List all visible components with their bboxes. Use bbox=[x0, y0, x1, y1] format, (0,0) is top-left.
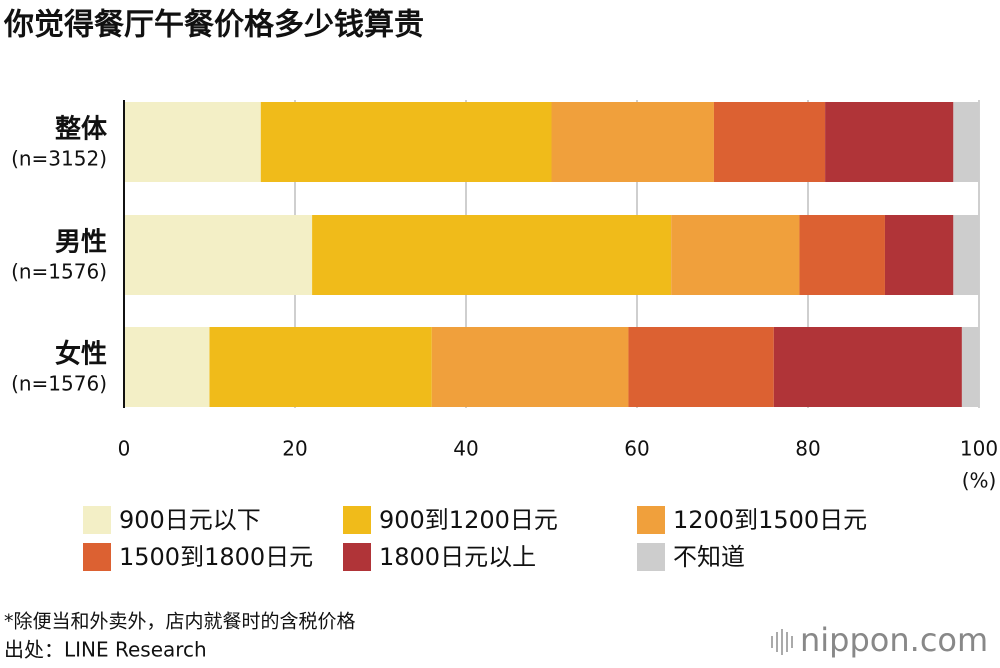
chart-title: 你觉得餐厅午餐价格多少钱算贵 bbox=[3, 8, 424, 43]
bar-segment bbox=[312, 215, 672, 295]
bar-segment bbox=[713, 102, 826, 182]
x-tick-label: 100 bbox=[960, 437, 998, 461]
legend-label: 1200到1500日元 bbox=[673, 506, 867, 534]
legend-swatch bbox=[83, 506, 111, 534]
bar-segment bbox=[884, 215, 954, 295]
bar-segment bbox=[961, 327, 979, 407]
category-label: 整体 bbox=[55, 114, 108, 145]
legend-swatch bbox=[343, 506, 371, 534]
category-note: (n=1576) bbox=[11, 260, 107, 284]
bars bbox=[124, 102, 979, 407]
legend-swatch bbox=[343, 543, 371, 571]
x-tick-label: 80 bbox=[795, 437, 820, 461]
bar-segment bbox=[431, 327, 629, 407]
bar-segment bbox=[953, 102, 979, 182]
x-tick-label: 60 bbox=[624, 437, 649, 461]
bar-segment bbox=[799, 215, 885, 295]
category-label: 男性 bbox=[55, 228, 107, 258]
category-note: (n=1576) bbox=[11, 372, 107, 396]
logo-icon bbox=[771, 629, 793, 655]
bar-segment bbox=[671, 215, 800, 295]
logo: nippon.com bbox=[800, 621, 988, 659]
x-axis-label: (%) bbox=[962, 469, 997, 493]
bar-segment bbox=[124, 215, 313, 295]
category-label: 女性 bbox=[55, 339, 107, 370]
legend-swatch bbox=[637, 506, 665, 534]
source: 出处：LINE Research bbox=[4, 638, 207, 662]
x-tick-label: 20 bbox=[282, 437, 307, 461]
bar-segment bbox=[953, 215, 979, 295]
bar-segment bbox=[551, 102, 714, 182]
legend-label: 1500到1800日元 bbox=[119, 543, 313, 571]
footnote: *除便当和外卖外，店内就餐时的含税价格 bbox=[4, 611, 356, 633]
x-tick-label: 0 bbox=[118, 437, 131, 461]
bar-segment bbox=[124, 102, 261, 182]
bar-segment bbox=[628, 327, 774, 407]
bar-segment bbox=[209, 327, 432, 407]
legend-swatch bbox=[637, 543, 665, 571]
x-tick-label: 40 bbox=[453, 437, 478, 461]
legend-label: 900到1200日元 bbox=[379, 506, 558, 534]
legend-label: 900日元以下 bbox=[119, 506, 261, 534]
bar-segment bbox=[825, 102, 954, 182]
legend-label: 不知道 bbox=[673, 543, 745, 571]
legend-label: 1800日元以上 bbox=[379, 543, 536, 571]
bar-segment bbox=[260, 102, 552, 182]
category-note: (n=3152) bbox=[11, 147, 107, 171]
legend-swatch bbox=[83, 543, 111, 571]
bar-segment bbox=[124, 327, 210, 407]
bar-segment bbox=[773, 327, 962, 407]
